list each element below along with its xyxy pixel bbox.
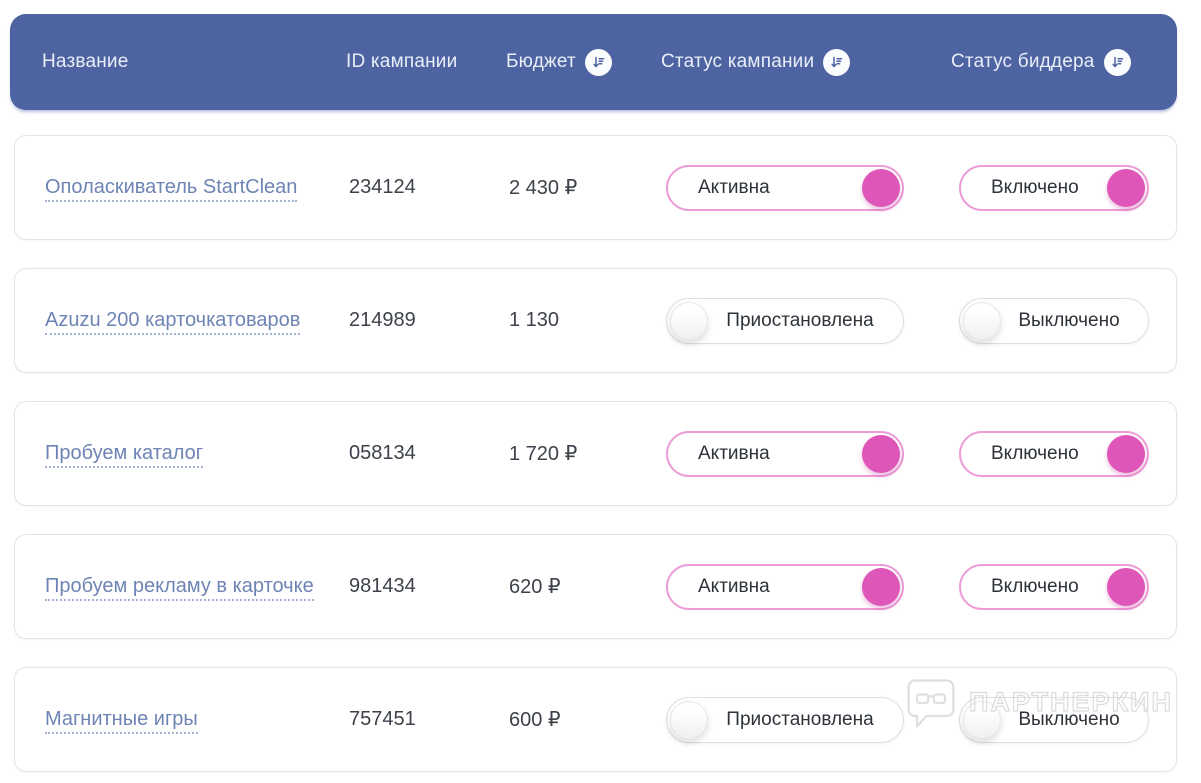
column-label: Название — [42, 51, 129, 72]
sort-amount-down-icon — [593, 56, 605, 67]
toggle-knob — [963, 301, 1001, 340]
campaign-budget-value: 1 130 — [509, 309, 560, 331]
sort-bidder-status-button[interactable] — [1103, 48, 1131, 76]
toggle-knob — [1107, 168, 1145, 207]
bidder-status-toggle[interactable]: Включено — [959, 430, 1149, 477]
sort-amount-down-icon — [1111, 56, 1123, 67]
campaign-status-label: Приостановлена — [726, 309, 874, 331]
campaign-budget-value: 1 720 ₽ — [509, 443, 578, 465]
toggle-knob — [670, 700, 708, 739]
column-header-bidder-status: Статус биддера — [951, 48, 1153, 76]
campaign-budget-value: 600 ₽ — [509, 709, 561, 731]
campaign-name-link[interactable]: Пробуем рекламу в карточке — [45, 575, 314, 601]
bidder-status-toggle[interactable]: Выключено — [959, 696, 1149, 743]
column-label: Статус кампании — [661, 51, 815, 72]
bidder-status-label: Включено — [991, 575, 1079, 597]
toggle-knob — [1107, 567, 1145, 606]
bidder-status-label: Включено — [991, 176, 1079, 198]
toggle-knob — [670, 301, 708, 340]
campaign-id-value: 981434 — [349, 575, 416, 597]
toggle-knob — [1107, 434, 1145, 473]
campaign-id-value: 757451 — [349, 708, 416, 730]
sort-budget-button[interactable] — [584, 48, 612, 76]
bidder-status-toggle[interactable]: Выключено — [959, 297, 1149, 344]
column-header-name: Название — [42, 51, 346, 73]
column-label: Бюджет — [506, 51, 576, 72]
campaign-status-toggle[interactable]: Активна — [666, 563, 904, 610]
campaign-id-value: 214989 — [349, 309, 416, 331]
sort-amount-down-icon — [831, 56, 843, 67]
campaign-status-toggle[interactable]: Активна — [666, 430, 904, 477]
table-row: Пробуем каталог 058134 1 720 ₽ Активна В… — [14, 401, 1177, 506]
campaign-status-label: Активна — [698, 176, 770, 198]
bidder-status-toggle[interactable]: Включено — [959, 563, 1149, 610]
table-row: Пробуем рекламу в карточке 981434 620 ₽ … — [14, 534, 1177, 639]
toggle-knob — [862, 567, 900, 606]
campaign-name-link[interactable]: Azuzu 200 карточкатоваров — [45, 309, 301, 335]
campaign-status-toggle[interactable]: Приостановлена — [666, 297, 904, 344]
campaign-id-value: 234124 — [349, 176, 416, 198]
bidder-status-label: Выключено — [1018, 309, 1120, 331]
campaign-status-label: Активна — [698, 575, 770, 597]
campaign-budget-value: 620 ₽ — [509, 576, 561, 598]
toggle-knob — [862, 434, 900, 473]
campaign-name-link[interactable]: Ополаскиватель StartClean — [45, 176, 298, 202]
table-row: Azuzu 200 карточкатоваров 214989 1 130 П… — [14, 268, 1177, 373]
bidder-status-label: Выключено — [1018, 708, 1120, 730]
column-label: ID кампании — [346, 51, 458, 72]
toggle-knob — [963, 700, 1001, 739]
column-label: Статус биддера — [951, 51, 1095, 72]
column-header-campaign-status: Статус кампании — [661, 48, 951, 76]
column-header-campaign-id: ID кампании — [346, 51, 506, 73]
toggle-knob — [862, 168, 900, 207]
campaign-budget-value: 2 430 ₽ — [509, 177, 578, 199]
campaign-status-label: Активна — [698, 442, 770, 464]
column-header-budget: Бюджет — [506, 48, 661, 76]
bidder-status-label: Включено — [991, 442, 1079, 464]
campaign-name-link[interactable]: Магнитные игры — [45, 708, 198, 734]
table-row: Магнитные игры 757451 600 ₽ Приостановле… — [14, 667, 1177, 772]
campaign-id-value: 058134 — [349, 442, 416, 464]
campaign-status-toggle[interactable]: Приостановлена — [666, 696, 904, 743]
campaign-status-toggle[interactable]: Активна — [666, 164, 904, 211]
campaign-name-link[interactable]: Пробуем каталог — [45, 442, 204, 468]
bidder-status-toggle[interactable]: Включено — [959, 164, 1149, 211]
campaign-status-label: Приостановлена — [726, 708, 874, 730]
table-row: Ополаскиватель StartClean 234124 2 430 ₽… — [14, 135, 1177, 240]
table-header: Название ID кампании Бюджет Статус кампа… — [10, 14, 1177, 110]
sort-campaign-status-button[interactable] — [823, 48, 851, 76]
